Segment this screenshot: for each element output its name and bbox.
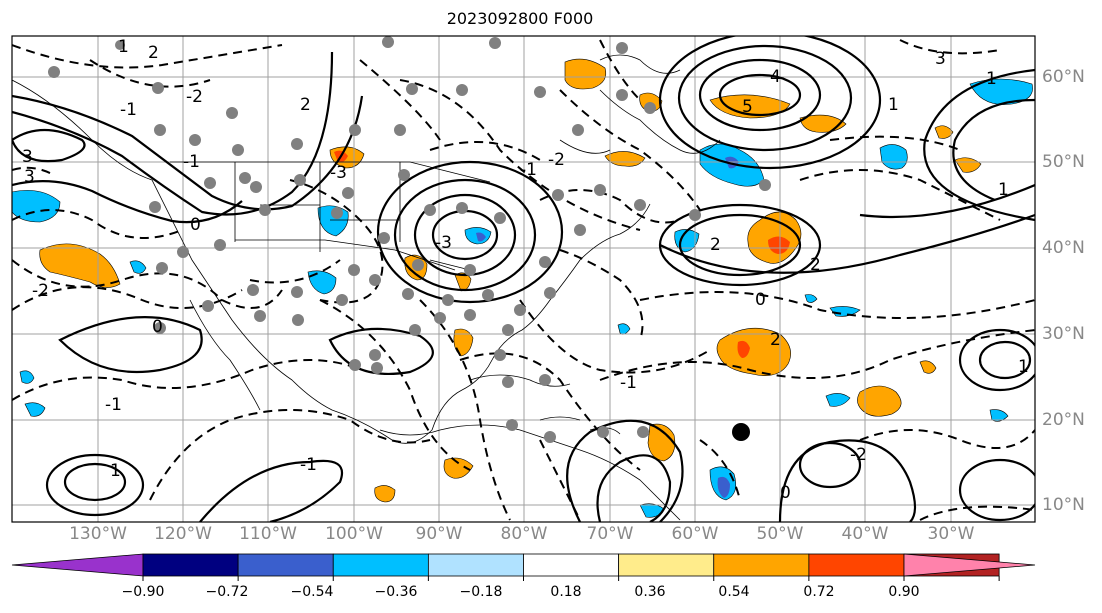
colorbar-extend-min [11, 553, 144, 577]
contour-label: 1 [118, 37, 129, 57]
lat-label: 50°N [1042, 152, 1085, 172]
contour-label: -2 [186, 87, 203, 107]
colorbar-tick-label: 0.18 [550, 584, 582, 600]
contour-label: 2 [300, 95, 311, 115]
colorbar-segment [713, 553, 810, 577]
lon-label: 100°W [325, 524, 383, 544]
contour-label: 0 [152, 317, 163, 337]
contour-label: -1 [105, 395, 122, 415]
lat-label: 40°N [1042, 238, 1085, 258]
observation-marker [732, 423, 750, 441]
colorbar-segment [142, 553, 239, 577]
contour-label: 1 [986, 69, 997, 89]
lon-label: 60°W [671, 524, 719, 544]
colorbar-segment [427, 553, 524, 577]
contour-label: 2 [770, 330, 781, 350]
weather-map: 3 2 2 1 0 -1 -2 -3 4 5 3 2 1 -1 -2 -3 0 … [11, 35, 1036, 523]
lon-label: 30°W [927, 524, 975, 544]
contour-label: 0 [755, 290, 766, 310]
lon-label: 90°W [415, 524, 463, 544]
lon-label: 50°W [756, 524, 804, 544]
lon-label: 80°W [500, 524, 548, 544]
colorbar-segment [332, 553, 429, 577]
lon-label: 70°W [586, 524, 634, 544]
contour-label: -2 [548, 150, 565, 170]
lon-label: 130°W [69, 524, 127, 544]
contour-label: -1 [183, 152, 200, 172]
contour-label: 4 [770, 67, 781, 87]
colorbar-tick-label: −0.18 [459, 584, 503, 600]
contour-label: -3 [330, 163, 347, 183]
negative-anomaly-shading [12, 78, 1033, 518]
contour-label: 3 [935, 49, 946, 69]
colorbar-segment [618, 553, 715, 577]
colorbar-tick-label: −0.72 [205, 584, 249, 600]
colorbar-segment [808, 553, 905, 577]
positive-anomaly-shading [39, 58, 982, 503]
contour-label: 0 [190, 215, 201, 235]
contour-label: 3 [22, 147, 33, 167]
colorbar-tick-label: −0.90 [121, 584, 165, 600]
station-markers [48, 36, 771, 443]
contour-label: -1 [620, 373, 637, 393]
colorbar-tick-label: 0.36 [634, 584, 666, 600]
contour-label: 0 [780, 483, 791, 503]
colorbar-segment [523, 553, 620, 577]
contour-label: 1 [110, 461, 121, 481]
contour-label: 1 [1018, 357, 1029, 377]
contour-label: 2 [810, 255, 821, 275]
contour-label: -2 [32, 281, 49, 301]
contour-labels: 3 2 2 1 0 -1 -2 -3 4 5 3 2 1 -1 -2 -3 0 … [22, 37, 1029, 503]
lat-label: 30°N [1042, 324, 1085, 344]
colorbar-tick-label: 0.90 [888, 584, 920, 600]
colorbar [11, 553, 1036, 581]
lon-label: 40°W [841, 524, 889, 544]
lon-label: 120°W [154, 524, 212, 544]
contour-label: -2 [850, 445, 867, 465]
contour-label: 1 [888, 95, 899, 115]
contour-label: 1 [998, 180, 1009, 200]
map-title: 2023092800 F000 [446, 9, 594, 28]
colorbar-tick-label: 0.72 [803, 584, 835, 600]
dashed-contours [12, 39, 1035, 521]
colorbar-extend-max [903, 553, 1036, 577]
contour-label: -1 [300, 455, 317, 475]
colorbar-segment [237, 553, 334, 577]
contour-label: -1 [120, 100, 137, 120]
contour-label: 2 [710, 235, 721, 255]
contour-label: -3 [435, 233, 452, 253]
contour-label: 3 [24, 167, 35, 187]
solid-contours [12, 36, 1035, 522]
lat-label: 60°N [1042, 67, 1085, 87]
colorbar-tick-label: −0.36 [374, 584, 418, 600]
contour-label: -1 [520, 160, 537, 180]
colorbar-tick-label: 0.54 [718, 584, 750, 600]
lat-label: 20°N [1042, 410, 1085, 430]
contour-label: 5 [742, 97, 753, 117]
graticule [12, 36, 1035, 522]
colorbar-tick-label: −0.54 [290, 584, 334, 600]
lat-label: 10°N [1042, 495, 1085, 515]
lon-label: 110°W [239, 524, 297, 544]
contour-label: 2 [148, 43, 159, 63]
